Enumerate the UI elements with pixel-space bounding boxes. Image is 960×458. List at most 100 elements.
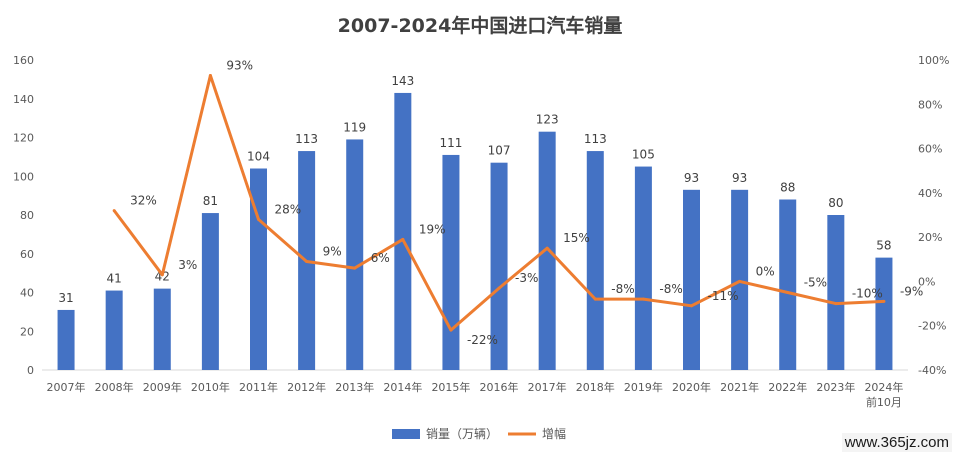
- right-tick-label: 0%: [918, 275, 935, 288]
- x-tick-label: 2010年: [191, 380, 230, 394]
- right-tick-label: 20%: [918, 231, 942, 244]
- growth-data-label: 15%: [563, 231, 590, 245]
- bar: [250, 168, 267, 370]
- bar: [490, 162, 508, 370]
- growth-data-label: -3%: [515, 271, 538, 285]
- chart-title: 2007-2024年中国进口汽车销量: [338, 14, 623, 37]
- growth-data-label: -10%: [852, 287, 883, 301]
- x-tick-label: 2009年: [143, 380, 182, 394]
- bar: [57, 309, 75, 370]
- right-tick-label: -40%: [918, 364, 946, 377]
- growth-point: [545, 246, 549, 250]
- bar-data-label: 93: [684, 171, 699, 185]
- growth-point: [738, 279, 742, 283]
- x-tick-label: 2021年: [720, 380, 759, 394]
- left-tick-label: 40: [20, 287, 34, 300]
- growth-data-label: 19%: [419, 222, 446, 236]
- left-tick-label: 80: [20, 209, 34, 222]
- growth-data-label: -8%: [611, 282, 634, 296]
- growth-point: [497, 286, 501, 290]
- bar: [586, 151, 604, 370]
- x-tick-label: 2017年: [528, 380, 567, 394]
- x-tick-label: 2019年: [624, 380, 663, 394]
- bar-data-label: 113: [584, 132, 607, 146]
- growth-data-label: 93%: [226, 59, 253, 73]
- bar-data-label: 93: [732, 171, 747, 185]
- bar-data-label: 107: [488, 144, 511, 158]
- x-tick-label: 2018年: [576, 380, 615, 394]
- right-tick-label: 100%: [918, 54, 949, 67]
- bar: [346, 139, 364, 370]
- x-axis: 2007年 2008年 2009年 2010年 2011年 2012年 2013年 2014年…: [47, 380, 904, 409]
- growth-point: [257, 217, 260, 221]
- x-tick-label: 2023年: [816, 380, 855, 394]
- bar-data-label: 113: [295, 132, 318, 146]
- growth-data-label: 28%: [275, 202, 302, 216]
- growth-point: [208, 74, 212, 77]
- left-tick-label: 20: [20, 325, 34, 338]
- x-tick-label: 2024年: [864, 380, 903, 394]
- growth-point: [305, 260, 309, 263]
- left-tick-label: 100: [13, 170, 34, 183]
- bar: [875, 257, 893, 370]
- x-tick-label: 2012年: [287, 380, 326, 394]
- growth-point: [353, 266, 357, 270]
- bar-data-label: 143: [391, 74, 414, 88]
- bar: [779, 199, 797, 370]
- x-tick-label: 2015年: [431, 380, 470, 394]
- bar: [683, 189, 700, 370]
- growth-data-label: -8%: [659, 282, 682, 296]
- growth-point: [112, 209, 116, 213]
- bar: [827, 215, 845, 370]
- bar-data-label: 58: [876, 239, 891, 253]
- bar: [442, 154, 460, 370]
- legend-bar-swatch: [392, 429, 420, 439]
- legend: 销量（万辆） 增幅: [392, 426, 566, 441]
- growth-data-label: 3%: [178, 258, 197, 272]
- bar-data-label: 123: [536, 113, 559, 127]
- growth-point: [882, 299, 886, 303]
- left-tick-label: 120: [13, 132, 34, 145]
- growth-data-label: 6%: [371, 251, 390, 265]
- bar-data-label: 80: [828, 196, 843, 210]
- bar: [634, 166, 652, 370]
- bar-data-label: 42: [155, 270, 170, 284]
- bar-data-label: 81: [203, 194, 218, 208]
- bar-series: 31 41 42 81 104 113 119 143 111 107 123 113 105 93 93 8…: [57, 74, 893, 370]
- growth-point: [786, 291, 790, 294]
- bar-data-label: 31: [58, 291, 73, 305]
- bar: [538, 131, 556, 370]
- growth-data-label: 9%: [323, 245, 342, 259]
- bar-data-label: 88: [780, 181, 795, 195]
- growth-data-label: 32%: [130, 194, 157, 208]
- growth-point: [834, 302, 838, 306]
- x-tick-label: 2008年: [95, 380, 134, 394]
- x-tick-label: 2020年: [672, 380, 711, 394]
- x-tick-label: 2013年: [335, 380, 374, 394]
- x-tick-label: 前10月: [866, 395, 902, 409]
- growth-point: [449, 328, 453, 332]
- bar: [201, 213, 219, 370]
- growth-data-label: -11%: [708, 289, 739, 303]
- left-tick-label: 0: [27, 364, 34, 377]
- x-tick-label: 2014年: [383, 380, 422, 394]
- x-tick-label: 2007年: [47, 380, 86, 394]
- left-tick-label: 160: [13, 54, 34, 67]
- right-tick-label: 60%: [918, 143, 942, 156]
- x-tick-label: 2022年: [768, 380, 807, 394]
- growth-data-label: -22%: [467, 333, 498, 347]
- bar-data-label: 105: [632, 148, 655, 162]
- growth-point: [401, 237, 405, 241]
- growth-data-label: 0%: [756, 264, 775, 278]
- growth-point: [690, 304, 693, 308]
- bar-data-label: 111: [439, 136, 462, 150]
- growth-point: [593, 297, 597, 301]
- x-tick-label: 2011年: [239, 380, 278, 394]
- legend-bar-label: 销量（万辆）: [426, 427, 498, 441]
- left-axis: 0 20 40 60 80 100 120 140 160: [13, 54, 34, 377]
- bar: [153, 288, 171, 370]
- bar-data-label: 41: [107, 272, 122, 286]
- growth-data-label: -5%: [804, 276, 827, 290]
- growth-point: [160, 273, 164, 277]
- bar-data-label: 119: [343, 120, 366, 134]
